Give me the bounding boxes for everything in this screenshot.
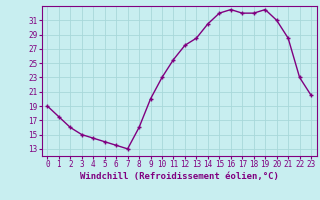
X-axis label: Windchill (Refroidissement éolien,°C): Windchill (Refroidissement éolien,°C) [80,172,279,181]
